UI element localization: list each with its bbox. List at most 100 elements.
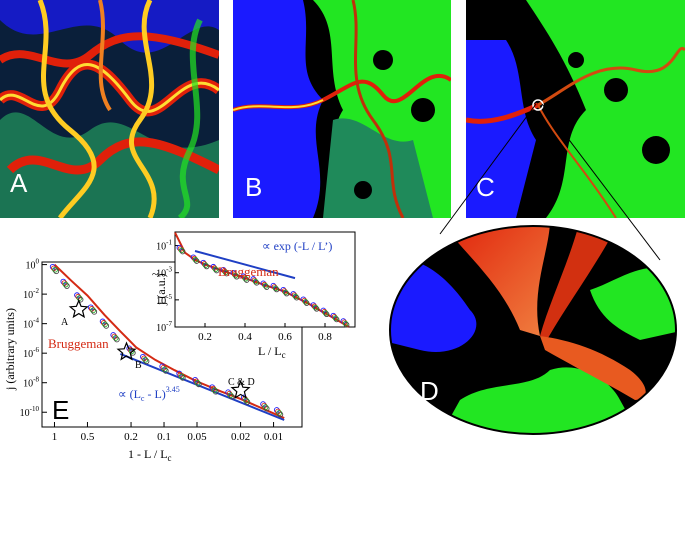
marker-star-a [68,299,89,319]
inset-ytick-exponent: -1 [166,239,172,247]
chart-e-ytick-exponent: -8 [33,376,39,384]
inset-data-point [242,276,249,282]
inset-data-point [222,269,229,276]
inset-data-point [240,273,247,279]
data-point [209,384,216,391]
inset-data-point [332,315,339,321]
star-cd-label: C & D [228,377,255,388]
panel-d-zoom: D [380,100,685,436]
chart-e-xtick-label: 1 [52,431,58,443]
chart-e-xlabel-sub: c [168,453,172,463]
data-point [100,320,107,326]
inset-data-point [201,261,208,267]
data-point [194,379,201,386]
data-point [49,263,56,270]
inset-data-point [313,306,320,312]
inset-data-point [293,294,300,301]
inset-data-point [220,266,227,273]
data-point [52,266,58,273]
data-point [99,318,106,325]
chart-e-xtick-label: 0.5 [81,431,95,443]
inset-data-point [342,320,349,327]
chart-e-ytick-exponent: 0 [36,258,40,266]
inset-data-point [232,272,239,279]
chart-e-ytick-exponent: -10 [30,405,40,413]
inset-data-point [302,299,309,305]
chart-e-ytick-exponent: -4 [33,317,39,325]
inset-data-point [193,258,200,264]
inset-data-point [301,297,308,304]
chart-e-ytick-label: 10-10 [20,405,40,419]
inset-data-point [241,274,248,281]
inset-ylabel: j (a.u.) [154,273,168,306]
data-point [90,307,96,314]
data-point [193,378,200,385]
data-point [62,281,69,288]
chart-e-xtick-label: 0.01 [264,431,283,443]
data-point [261,402,268,409]
inset-data-point [260,280,267,287]
inset-data-point [303,300,310,306]
data-point [112,335,119,341]
power-law-tail: - L) [144,387,165,401]
inset-xtick-label: 0.4 [238,331,252,343]
data-point [210,385,217,392]
inset-data-point [341,319,348,326]
chart-e-ytick-exponent: -2 [33,287,39,295]
inset-data-point [203,263,210,270]
chart-e-xtick-label: 0.02 [231,431,250,443]
power-law-exponent: 3.45 [166,385,180,394]
data-point [160,365,167,371]
data-point [61,280,68,286]
inset-data-point [283,290,290,297]
data-point [178,373,185,380]
data-point [74,292,80,299]
inset-ytick-label: 10-5 [156,293,172,307]
data-point [275,408,281,415]
panel-a-simulation: A [0,0,219,218]
inset-data-point [321,308,328,315]
inset-data-point [179,248,186,255]
data-point [262,404,269,410]
inset-data-point [261,281,268,288]
data-point [75,293,82,300]
inset-data-point [340,318,347,324]
data-point [212,388,219,395]
data-point [64,283,70,289]
inset-data-point [292,293,299,300]
inset-data-point [282,289,289,296]
inset-data-point [230,270,237,276]
inset-data-point [300,296,307,302]
inset-data-point [272,285,279,292]
inset-data-point [177,246,184,252]
inset-data-point [221,268,228,274]
data-point [277,411,284,418]
data-point [242,396,248,402]
data-point [192,376,199,383]
inset-data-point [253,280,260,286]
data-point [273,407,280,413]
inset-xtick-label: 0.2 [198,331,212,343]
inset-data-point [262,283,269,289]
data-point [263,405,270,412]
data-point [76,295,83,302]
inset-bruggeman-label: Bruggeman [218,264,279,279]
chart-e-ytick-label: 100 [26,258,40,272]
data-point [227,392,234,399]
inset-data-point [200,259,207,266]
data-point [260,401,266,407]
data-point [179,375,186,381]
data-point [240,394,247,401]
inset-data-point [312,304,319,311]
data-point [142,356,149,363]
chart-e-xlabel: 1 - L / Lc [128,447,172,463]
inset-data-point [280,286,287,293]
chart-e-xtick-label: 0.1 [157,431,171,443]
inset-data-point [271,284,278,290]
panel-b-simulation: B [233,0,451,218]
marker-star-cd [230,379,251,399]
inset-data-point [331,314,338,320]
inset-data-point [212,266,219,273]
inset-data-point [231,271,238,277]
inset-ytick-label: 10-3 [156,266,172,280]
